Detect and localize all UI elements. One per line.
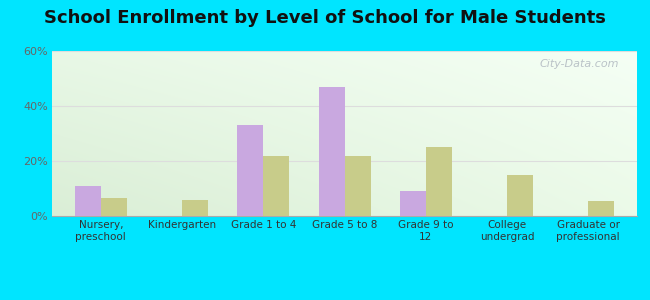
Bar (400, 191, 426, 216)
Bar (507, 175, 533, 216)
Bar (237, 125, 263, 216)
Bar (318, 87, 344, 216)
Bar (588, 201, 614, 216)
Bar (182, 200, 208, 216)
Bar (263, 155, 289, 216)
Bar (101, 198, 127, 216)
Bar (75, 186, 101, 216)
Text: School Enrollment by Level of School for Male Students: School Enrollment by Level of School for… (44, 9, 606, 27)
Bar (426, 147, 452, 216)
Text: City-Data.com: City-Data.com (540, 59, 619, 69)
Bar (344, 155, 370, 216)
